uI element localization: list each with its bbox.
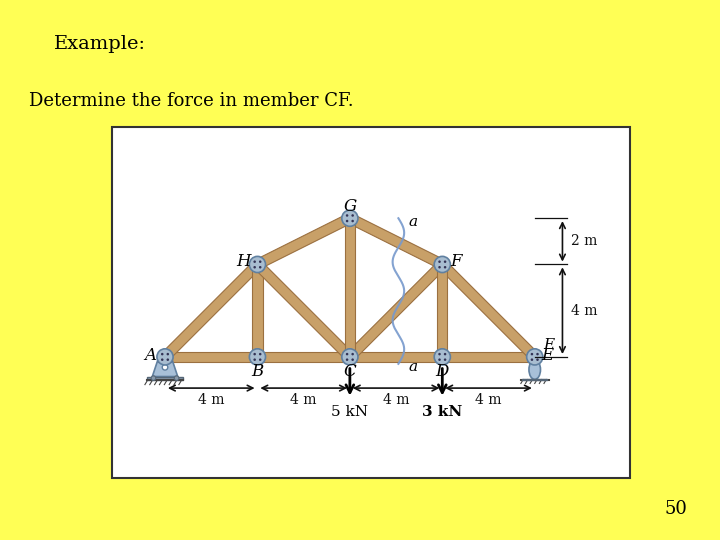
Circle shape (253, 260, 256, 263)
Polygon shape (255, 214, 352, 269)
Circle shape (434, 256, 451, 273)
Circle shape (444, 266, 446, 268)
Text: 2 m: 2 m (570, 234, 597, 248)
Circle shape (253, 266, 256, 268)
Polygon shape (161, 261, 261, 361)
Polygon shape (438, 261, 539, 361)
Text: a: a (409, 360, 418, 374)
Circle shape (169, 360, 172, 363)
Text: 4 m: 4 m (570, 303, 597, 318)
Circle shape (161, 353, 163, 355)
Text: 4 m: 4 m (383, 393, 410, 407)
Circle shape (444, 359, 446, 361)
Circle shape (346, 359, 348, 361)
Circle shape (259, 359, 261, 361)
Polygon shape (254, 261, 354, 361)
Circle shape (438, 260, 441, 263)
Circle shape (342, 349, 358, 365)
Text: H: H (236, 253, 251, 270)
Circle shape (166, 353, 169, 355)
Circle shape (259, 353, 261, 355)
Circle shape (351, 220, 354, 222)
Circle shape (161, 359, 163, 361)
Circle shape (253, 353, 256, 355)
Text: B: B (251, 363, 264, 380)
Circle shape (174, 376, 179, 381)
Circle shape (526, 349, 543, 365)
Ellipse shape (529, 360, 541, 380)
Circle shape (438, 359, 441, 361)
Circle shape (351, 353, 354, 355)
Text: Example:: Example: (54, 35, 146, 53)
Text: 4 m: 4 m (290, 393, 317, 407)
Circle shape (346, 353, 348, 355)
Text: 3 kN: 3 kN (422, 406, 462, 420)
Text: Determine the force in member CF.: Determine the force in member CF. (29, 92, 354, 110)
Polygon shape (522, 379, 547, 381)
Polygon shape (252, 265, 263, 357)
Text: E: E (541, 347, 554, 365)
Circle shape (438, 266, 441, 268)
Circle shape (444, 353, 446, 355)
Circle shape (531, 359, 534, 361)
Polygon shape (165, 352, 535, 362)
Text: D: D (436, 363, 449, 380)
Text: 4 m: 4 m (475, 393, 502, 407)
Text: C: C (343, 363, 356, 380)
Text: 4 m: 4 m (198, 393, 225, 407)
Text: E: E (543, 338, 554, 352)
Circle shape (259, 260, 261, 263)
Circle shape (531, 353, 534, 355)
Circle shape (438, 353, 441, 355)
Circle shape (157, 349, 173, 365)
Circle shape (158, 360, 161, 363)
Text: A: A (145, 347, 157, 365)
Circle shape (249, 256, 266, 273)
Polygon shape (345, 218, 355, 357)
Polygon shape (346, 261, 446, 361)
Circle shape (346, 214, 348, 217)
Circle shape (536, 353, 539, 355)
Text: G: G (343, 198, 356, 215)
Circle shape (151, 376, 156, 381)
Circle shape (444, 260, 446, 263)
Circle shape (253, 359, 256, 361)
Polygon shape (147, 376, 184, 380)
Circle shape (536, 359, 539, 361)
FancyBboxPatch shape (112, 127, 630, 478)
Text: 5 kN: 5 kN (331, 406, 369, 420)
Circle shape (166, 359, 169, 361)
Circle shape (346, 220, 348, 222)
Text: a: a (409, 215, 418, 229)
Circle shape (351, 214, 354, 217)
Text: F: F (451, 253, 462, 270)
Text: 50: 50 (665, 501, 688, 518)
Circle shape (259, 266, 261, 268)
Circle shape (351, 359, 354, 361)
Circle shape (342, 210, 358, 226)
Circle shape (249, 349, 266, 365)
Polygon shape (153, 359, 178, 376)
Circle shape (434, 349, 451, 365)
Circle shape (162, 364, 168, 370)
Polygon shape (348, 214, 444, 269)
Polygon shape (437, 265, 447, 357)
